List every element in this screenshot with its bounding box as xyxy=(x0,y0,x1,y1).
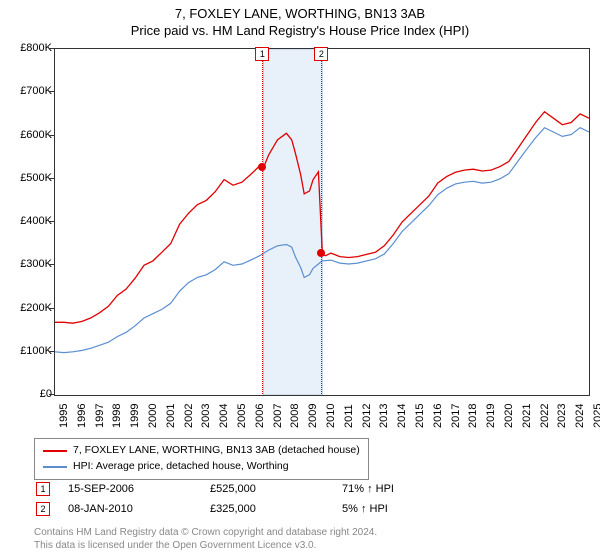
ytick-mark xyxy=(49,221,54,222)
legend-label-2: HPI: Average price, detached house, Wort… xyxy=(73,459,289,475)
ytick-mark xyxy=(49,178,54,179)
xtick-label: 2008 xyxy=(289,404,301,428)
xtick-label: 2025 xyxy=(592,404,600,428)
marker-row-date: 08-JAN-2010 xyxy=(68,503,208,515)
xtick-label: 1996 xyxy=(76,404,88,428)
attribution-text: Contains HM Land Registry data © Crown c… xyxy=(34,526,377,552)
xtick-label: 2003 xyxy=(200,404,212,428)
ytick-label: £300K xyxy=(4,258,52,270)
ytick-mark xyxy=(49,48,54,49)
xtick-label: 2012 xyxy=(361,404,373,428)
xtick-label: 2017 xyxy=(450,404,462,428)
marker-badge-2: 2 xyxy=(314,47,328,61)
xtick-label: 2011 xyxy=(343,404,355,428)
legend-swatch-1 xyxy=(43,450,67,452)
xtick-label: 2022 xyxy=(539,404,551,428)
ytick-mark xyxy=(49,91,54,92)
xtick-label: 2006 xyxy=(254,404,266,428)
marker-row: 1 15-SEP-2006£525,00071% ↑ HPI xyxy=(36,480,394,498)
marker-vline-1 xyxy=(262,48,263,394)
xtick-label: 2019 xyxy=(485,404,497,428)
xtick-label: 2014 xyxy=(396,404,408,428)
xtick-label: 2010 xyxy=(325,404,337,428)
xtick-label: 2013 xyxy=(378,404,390,428)
ytick-label: £700K xyxy=(4,85,52,97)
ytick-label: £600K xyxy=(4,129,52,141)
legend-swatch-2 xyxy=(43,466,67,468)
xtick-label: 1998 xyxy=(111,404,123,428)
xtick-label: 2007 xyxy=(272,404,284,428)
xtick-label: 2020 xyxy=(503,404,515,428)
xtick-label: 2021 xyxy=(521,404,533,428)
chart-subtitle: Price paid vs. HM Land Registry's House … xyxy=(0,21,600,42)
xtick-label: 2005 xyxy=(236,404,248,428)
ytick-label: £400K xyxy=(4,215,52,227)
xtick-label: 2016 xyxy=(432,404,444,428)
marker-row-price: £325,000 xyxy=(210,503,340,515)
ytick-label: £100K xyxy=(4,345,52,357)
xtick-label: 2009 xyxy=(307,404,319,428)
marker-row-price: £525,000 xyxy=(210,483,340,495)
xtick-label: 2023 xyxy=(556,404,568,428)
ytick-label: £0 xyxy=(4,388,52,400)
markers-table: 1 15-SEP-2006£525,00071% ↑ HPI 2 08-JAN-201… xyxy=(34,478,396,520)
legend-entry-1: 7, FOXLEY LANE, WORTHING, BN13 3AB (deta… xyxy=(43,443,360,459)
xtick-label: 1995 xyxy=(58,404,70,428)
ytick-label: £800K xyxy=(4,42,52,54)
marker-row-delta: 71% ↑ HPI xyxy=(342,483,394,495)
xtick-label: 2001 xyxy=(165,404,177,428)
xtick-label: 2015 xyxy=(414,404,426,428)
marker-row-badge: 1 xyxy=(36,482,50,496)
marker-row-delta: 5% ↑ HPI xyxy=(342,503,388,515)
xtick-label: 1999 xyxy=(129,404,141,428)
marker-badge-1: 1 xyxy=(255,47,269,61)
xtick-label: 2018 xyxy=(467,404,479,428)
ytick-mark xyxy=(49,351,54,352)
ytick-mark xyxy=(49,264,54,265)
marker-vline-2 xyxy=(321,48,322,394)
ytick-mark xyxy=(49,308,54,309)
xtick-label: 2002 xyxy=(183,404,195,428)
ytick-label: £500K xyxy=(4,172,52,184)
ytick-label: £200K xyxy=(4,302,52,314)
marker-row: 2 08-JAN-2010£325,0005% ↑ HPI xyxy=(36,500,394,518)
marker-row-badge: 2 xyxy=(36,502,50,516)
legend: 7, FOXLEY LANE, WORTHING, BN13 3AB (deta… xyxy=(34,438,369,480)
marker-row-date: 15-SEP-2006 xyxy=(68,483,208,495)
xtick-label: 2024 xyxy=(574,404,586,428)
xtick-label: 2004 xyxy=(218,404,230,428)
xtick-label: 1997 xyxy=(94,404,106,428)
ytick-mark xyxy=(49,394,54,395)
xtick-label: 2000 xyxy=(147,404,159,428)
chart-title: 7, FOXLEY LANE, WORTHING, BN13 3AB xyxy=(0,0,600,21)
ytick-mark xyxy=(49,135,54,136)
legend-entry-2: HPI: Average price, detached house, Wort… xyxy=(43,459,360,475)
legend-label-1: 7, FOXLEY LANE, WORTHING, BN13 3AB (deta… xyxy=(73,443,360,459)
